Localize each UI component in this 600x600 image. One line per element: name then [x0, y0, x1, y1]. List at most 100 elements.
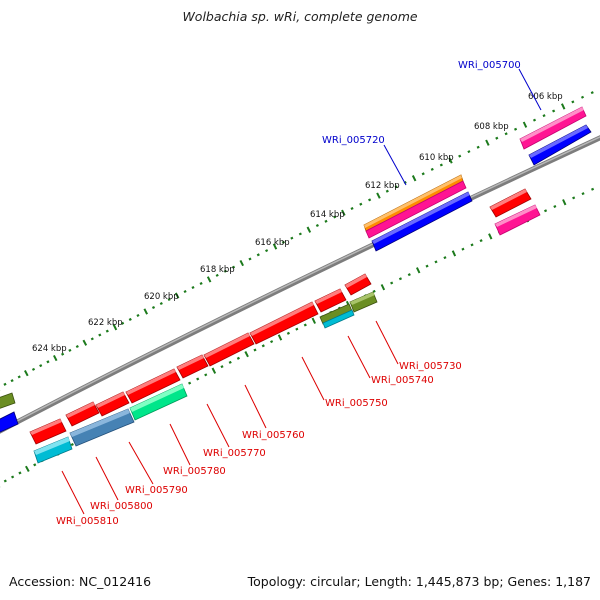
outer-ring-minor-tick: [256, 253, 260, 257]
inner-ring-minor-tick: [33, 463, 37, 467]
scale-label-614: 614 kbp: [310, 210, 345, 220]
inner-ring-minor-tick: [270, 340, 274, 344]
outer-ring-minor-tick: [430, 167, 434, 171]
feature-wri-005790-top: [70, 409, 130, 437]
outer-ring-minor-tick: [324, 219, 328, 223]
feature-red-621[interactable]: [125, 368, 181, 404]
outer-ring-major-tick: [112, 324, 118, 331]
feature-red-618-top: [315, 289, 342, 304]
feature-wri-005700-pink-top: [520, 107, 584, 142]
inner-ring-minor-tick: [553, 205, 557, 208]
inner-ring-minor-tick: [572, 196, 576, 200]
gene-label-wri-005760[interactable]: WRi_005760: [242, 430, 305, 441]
leader-wri-005720: [383, 144, 407, 186]
outer-ring-minor-tick: [532, 118, 537, 122]
feature-red-617[interactable]: [344, 273, 372, 296]
gene-label-wri-005780[interactable]: WRi_005780: [163, 466, 226, 477]
gene-label-wri-005790[interactable]: WRi_005790: [125, 485, 188, 496]
outer-ring-minor-tick: [476, 145, 480, 149]
feature-pink-608-top: [495, 205, 537, 227]
gene-label-wri-005700[interactable]: WRi_005700: [458, 60, 521, 71]
outer-ring-minor-tick: [121, 321, 125, 325]
inner-ring-minor-tick: [236, 356, 240, 360]
outer-ring-minor-tick: [315, 223, 319, 228]
feature-wri-005720-pink[interactable]: [365, 180, 467, 239]
scale-label-612: 612 kbp: [365, 181, 400, 191]
label-leader-lines: [61, 68, 542, 515]
feature-wri-005800-top: [66, 402, 95, 418]
feature-red-608-top: [490, 189, 527, 210]
reverse-features: [0, 188, 541, 464]
genome-backbone-highlight: [0, 136, 600, 431]
inner-ring-minor-tick: [220, 365, 224, 369]
outer-ring-minor-tick: [458, 154, 462, 158]
accession-text: Accession: NC_012416: [9, 574, 152, 589]
gene-label-wri-005730[interactable]: WRi_005730: [399, 361, 462, 372]
inner-ring-minor-tick: [303, 323, 307, 327]
outer-ring-minor-tick: [46, 360, 50, 364]
outer-ring-minor-tick: [183, 290, 187, 294]
inner-ring-major-tick: [380, 284, 386, 291]
feature-wri-005780-top: [130, 384, 184, 412]
outer-ring-minor-tick: [590, 91, 594, 95]
feature-wri-005760[interactable]: [203, 332, 255, 367]
topology-text: Topology: circular; Length: 1,445,873 bp…: [247, 574, 591, 589]
inner-ring-minor-tick: [372, 289, 376, 293]
outer-ring-minor-tick: [439, 163, 443, 167]
inner-ring-minor-tick: [443, 256, 447, 260]
scale-label-608: 608 kbp: [474, 122, 509, 132]
outer-ring-minor-tick: [151, 305, 156, 310]
gene-label-wri-005740[interactable]: WRi_005740: [371, 375, 434, 386]
inner-ring-major-tick: [25, 465, 30, 472]
gene-label-wri-005800[interactable]: WRi_005800: [90, 501, 153, 512]
inner-ring-major-tick: [277, 334, 283, 341]
feature-wri-005770-top: [177, 355, 204, 370]
inner-ring-minor-tick: [286, 331, 290, 335]
gene-label-wri-005810[interactable]: WRi_005810: [56, 516, 119, 527]
feature-wri-005700-pink[interactable]: [519, 106, 587, 150]
leader-wri-005810: [61, 470, 85, 515]
feature-blue-edge[interactable]: [0, 411, 19, 433]
outer-ring-minor-tick: [215, 273, 219, 277]
inner-ring-minor-tick: [11, 475, 15, 479]
outer-ring-minor-tick: [298, 232, 302, 236]
inner-ring-minor-tick: [544, 209, 548, 213]
feature-red-608[interactable]: [489, 188, 532, 218]
outer-ring-minor-tick: [552, 109, 556, 113]
feature-wri-005750[interactable]: [249, 301, 319, 345]
inner-ring-minor-tick: [398, 277, 402, 281]
outer-ring-major-tick: [485, 139, 490, 146]
feature-red-621-top: [126, 369, 176, 395]
inner-ring-minor-tick: [261, 344, 265, 348]
outer-ring-minor-tick: [467, 150, 471, 154]
outer-ring-minor-tick: [421, 172, 425, 176]
outer-ring-major-tick: [376, 192, 381, 199]
inner-ring-major-tick: [451, 250, 457, 257]
forward-features: [363, 106, 592, 252]
gene-label-wri-005720[interactable]: WRi_005720: [322, 135, 385, 146]
outer-ring-major-tick: [560, 103, 566, 110]
outer-ring-minor-tick: [10, 379, 14, 383]
feature-wri-005790[interactable]: [69, 408, 135, 447]
gene-label-wri-005770[interactable]: WRi_005770: [203, 448, 266, 459]
feature-blue-606-top: [529, 125, 588, 158]
inner-ring-minor-tick: [196, 377, 200, 381]
outer-ring-minor-tick: [394, 185, 398, 189]
outer-ring-minor-tick: [385, 189, 389, 193]
outer-ring-major-tick: [411, 175, 417, 182]
outer-ring-minor-tick: [281, 240, 285, 244]
feature-wri-005740-cyan[interactable]: [322, 309, 355, 329]
inner-ring-minor-tick: [253, 348, 257, 352]
outer-ring-minor-tick: [105, 329, 109, 333]
feature-wri-005730-top: [350, 292, 375, 305]
outer-ring-minor-tick: [136, 313, 140, 317]
inner-ring-minor-tick: [591, 187, 595, 191]
gene-label-wri-005750[interactable]: WRi_005750: [325, 398, 388, 409]
feature-olive-edge[interactable]: [0, 392, 16, 409]
inner-ring-minor-tick: [434, 260, 438, 264]
outer-ring-minor-tick: [167, 298, 171, 302]
feature-blue-612[interactable]: [371, 191, 473, 252]
leader-wri-005740: [347, 335, 371, 379]
feature-red-618[interactable]: [314, 288, 347, 313]
